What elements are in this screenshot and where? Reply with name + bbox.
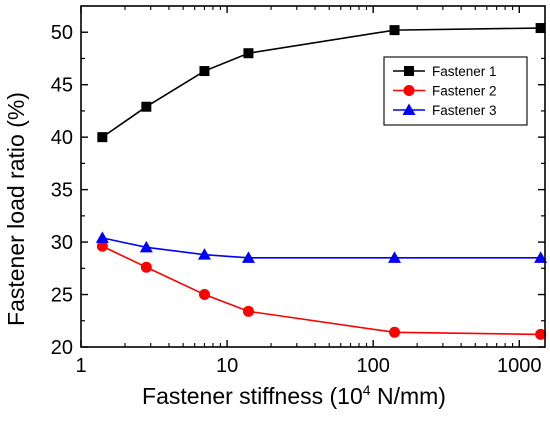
series-2: [96, 240, 547, 340]
data-point: [243, 48, 254, 59]
legend-label: Fastener 1: [432, 64, 497, 79]
data-point: [141, 101, 152, 112]
x-tick-label: 1000: [497, 355, 542, 377]
legend-swatch-marker: [402, 103, 416, 115]
data-point: [197, 248, 211, 260]
series-line: [102, 237, 541, 259]
y-axis-title: Fastener load ratio (%): [3, 92, 29, 326]
y-tick-label: 35: [51, 180, 73, 202]
series-3: [95, 231, 548, 263]
data-point: [96, 240, 108, 252]
legend-item-2: Fastener 2: [393, 84, 497, 99]
data-point: [95, 231, 109, 243]
legend-item-1: Fastener 1: [393, 64, 497, 79]
plot-frame: [80, 5, 546, 348]
data-point: [199, 66, 210, 77]
x-tick-label: 10: [216, 355, 238, 377]
y-tick-label: 40: [51, 127, 73, 149]
y-tick-label: 50: [51, 22, 73, 44]
data-point: [198, 289, 210, 301]
data-point: [241, 251, 255, 263]
legend-item-3: Fastener 3: [393, 103, 497, 118]
legend-swatch-marker: [404, 66, 414, 76]
x-axis-title-tail: N/mm): [371, 383, 446, 409]
data-point: [388, 251, 402, 263]
y-tick-label: 20: [51, 337, 73, 359]
series-1: [97, 23, 546, 143]
y-tick-label: 25: [51, 285, 73, 307]
data-point: [535, 328, 547, 340]
x-axis-title-main: Fastener stiffness (10: [142, 383, 363, 409]
x-tick-label: 1: [75, 355, 86, 377]
data-point: [534, 251, 548, 263]
x-axis-title-superscript: 4: [363, 382, 371, 398]
axes: 20 25 30 35 40 45 50 1 10 100 1000: [51, 5, 546, 377]
y-tick-label: 30: [51, 232, 73, 254]
legend-label: Fastener 3: [432, 103, 497, 118]
series-group: [95, 23, 548, 340]
series-line: [102, 245, 541, 336]
data-point: [139, 240, 153, 253]
data-point: [97, 132, 108, 143]
data-point: [242, 305, 254, 317]
legend: Fastener 1 Fastener 2 Fastener 3: [383, 56, 528, 126]
legend-label: Fastener 2: [432, 84, 497, 99]
legend-swatch-marker: [403, 85, 415, 96]
data-point: [535, 23, 546, 34]
data-point: [389, 326, 401, 338]
y-tick-label: 45: [51, 75, 73, 97]
data-point: [389, 25, 400, 36]
x-axis-title: Fastener stiffness (104 N/mm): [142, 382, 446, 409]
x-tick-label: 100: [356, 355, 389, 377]
series-line: [101, 27, 541, 138]
data-point: [140, 261, 152, 273]
